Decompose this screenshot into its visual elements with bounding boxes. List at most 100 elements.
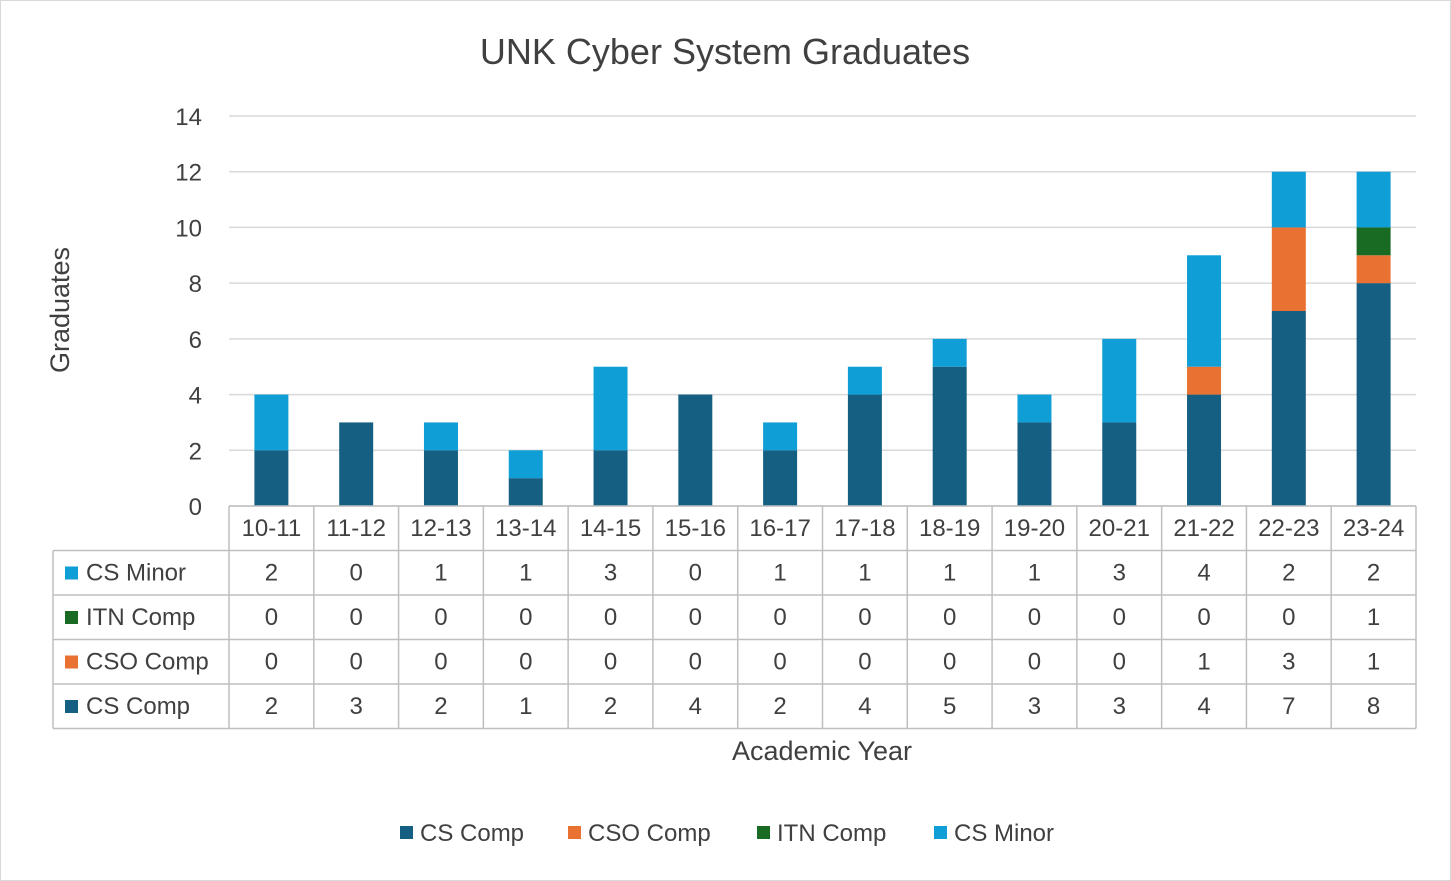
table-cell: 0 (604, 649, 617, 676)
table-row-label: CSO Comp (86, 649, 209, 676)
x-tick-label: 12-13 (410, 515, 471, 542)
table-cell: 0 (1028, 649, 1041, 676)
table-cell: 0 (604, 604, 617, 631)
legend: CS Comp CSO Comp ITN Comp CS Minor (400, 820, 1054, 847)
y-tick-label: 0 (189, 494, 202, 521)
table-cell: 2 (434, 693, 447, 720)
x-tick-label: 20-21 (1089, 515, 1150, 542)
table-row-label: ITN Comp (86, 604, 195, 631)
table-cell: 0 (943, 649, 956, 676)
bar-cs-comp (1356, 283, 1391, 506)
bar-cs-minor (593, 366, 628, 451)
table-legend-key (65, 566, 78, 580)
x-tick-label: 15-16 (665, 515, 726, 542)
table-row-label: CS Minor (86, 560, 186, 587)
table-cell: 2 (604, 693, 617, 720)
x-tick-label: 14-15 (580, 515, 641, 542)
bar-cs-minor (847, 366, 882, 395)
table-cell: 1 (1367, 649, 1380, 676)
x-tick-label: 10-11 (242, 515, 302, 542)
legend-label: ITN Comp (777, 820, 886, 847)
table-cell: 1 (1367, 604, 1380, 631)
table-cell: 4 (858, 693, 871, 720)
y-tick-label: 12 (175, 160, 202, 187)
x-tick-label: 22-23 (1258, 515, 1319, 542)
table-cell: 8 (1367, 693, 1380, 720)
table-legend-key (65, 700, 78, 713)
table-cell: 1 (519, 693, 532, 720)
bar-cs-minor (1017, 394, 1052, 423)
y-tick-label: 4 (189, 383, 202, 410)
table-legend-key (65, 611, 78, 624)
table-cell: 2 (1282, 560, 1295, 587)
table-cell: 0 (689, 649, 702, 676)
y-tick-labels: 0 2 4 6 8 10 12 14 (175, 104, 202, 521)
table-cell: 2 (773, 693, 786, 720)
legend-label: CS Minor (954, 820, 1054, 847)
bar-cs-minor (932, 338, 967, 367)
table-cell: 0 (773, 649, 786, 676)
bar-cs-minor (508, 450, 543, 479)
table-cell: 0 (519, 604, 532, 631)
x-tick-label: 11-12 (326, 515, 386, 542)
bar-itn-comp (1356, 227, 1391, 256)
x-tick-label: 23-24 (1343, 515, 1404, 542)
table-cell: 3 (1282, 649, 1295, 676)
bar-cs-minor (1102, 338, 1137, 423)
table-cell: 0 (1197, 604, 1210, 631)
table-cell: 1 (519, 560, 532, 587)
x-tick-label: 13-14 (495, 515, 556, 542)
table-cell: 4 (689, 693, 702, 720)
legend-key (934, 826, 947, 839)
bar-cs-comp (254, 450, 289, 506)
bar-cs-minor (254, 394, 289, 451)
bar-cs-minor (1356, 171, 1391, 228)
table-cell: 1 (434, 560, 447, 587)
bar-cs-minor (763, 422, 798, 451)
table-cell: 1 (943, 560, 956, 587)
bar-cs-comp (763, 450, 798, 506)
table-cell: 1 (858, 560, 871, 587)
data-table: 10-11 11-12 12-13 13-14 14-15 15-16 16-17 17-18… (52, 505, 1417, 730)
bar-cs-comp (1017, 422, 1052, 506)
chart-title: UNK Cyber System Graduates (480, 31, 970, 72)
legend-label: CSO Comp (588, 820, 711, 847)
table-cell: 2 (265, 560, 278, 587)
table-cell: 2 (265, 693, 278, 720)
table-cell: 3 (604, 560, 617, 587)
table-cell: 0 (265, 649, 278, 676)
bar-cso-comp (1187, 366, 1222, 395)
table-cell: 1 (1197, 649, 1210, 676)
bar-cs-minor (423, 422, 458, 451)
y-axis-label: Graduates (45, 247, 75, 373)
table-cell: 0 (1028, 604, 1041, 631)
x-axis-label: Academic Year (732, 736, 912, 766)
bar-cs-comp (339, 422, 374, 506)
bar-cs-comp (423, 450, 458, 506)
legend-key (400, 826, 413, 839)
table-cell: 3 (1113, 560, 1126, 587)
table-cell: 3 (349, 693, 362, 720)
bar-cs-comp (1187, 394, 1222, 506)
y-tick-label: 2 (189, 438, 202, 465)
y-tick-label: 8 (189, 271, 202, 298)
table-cell: 0 (858, 649, 871, 676)
table-cell: 0 (1113, 604, 1126, 631)
table-cell: 0 (1282, 604, 1295, 631)
legend-label: CS Comp (420, 820, 524, 847)
table-cell: 0 (689, 560, 702, 587)
table-cell: 0 (519, 649, 532, 676)
table-cell: 3 (1028, 693, 1041, 720)
table-cell: 5 (943, 693, 956, 720)
table-cell: 0 (434, 649, 447, 676)
table-cell: 0 (858, 604, 871, 631)
table-cell: 0 (349, 560, 362, 587)
x-tick-label: 18-19 (919, 515, 980, 542)
x-tick-label: 21-22 (1173, 515, 1234, 542)
table-cell: 4 (1197, 560, 1210, 587)
legend-key (757, 826, 770, 839)
bar-cs-comp (593, 450, 628, 506)
bar-cs-comp (508, 478, 543, 506)
table-cell: 0 (434, 604, 447, 631)
bar-cs-comp (1271, 311, 1306, 506)
